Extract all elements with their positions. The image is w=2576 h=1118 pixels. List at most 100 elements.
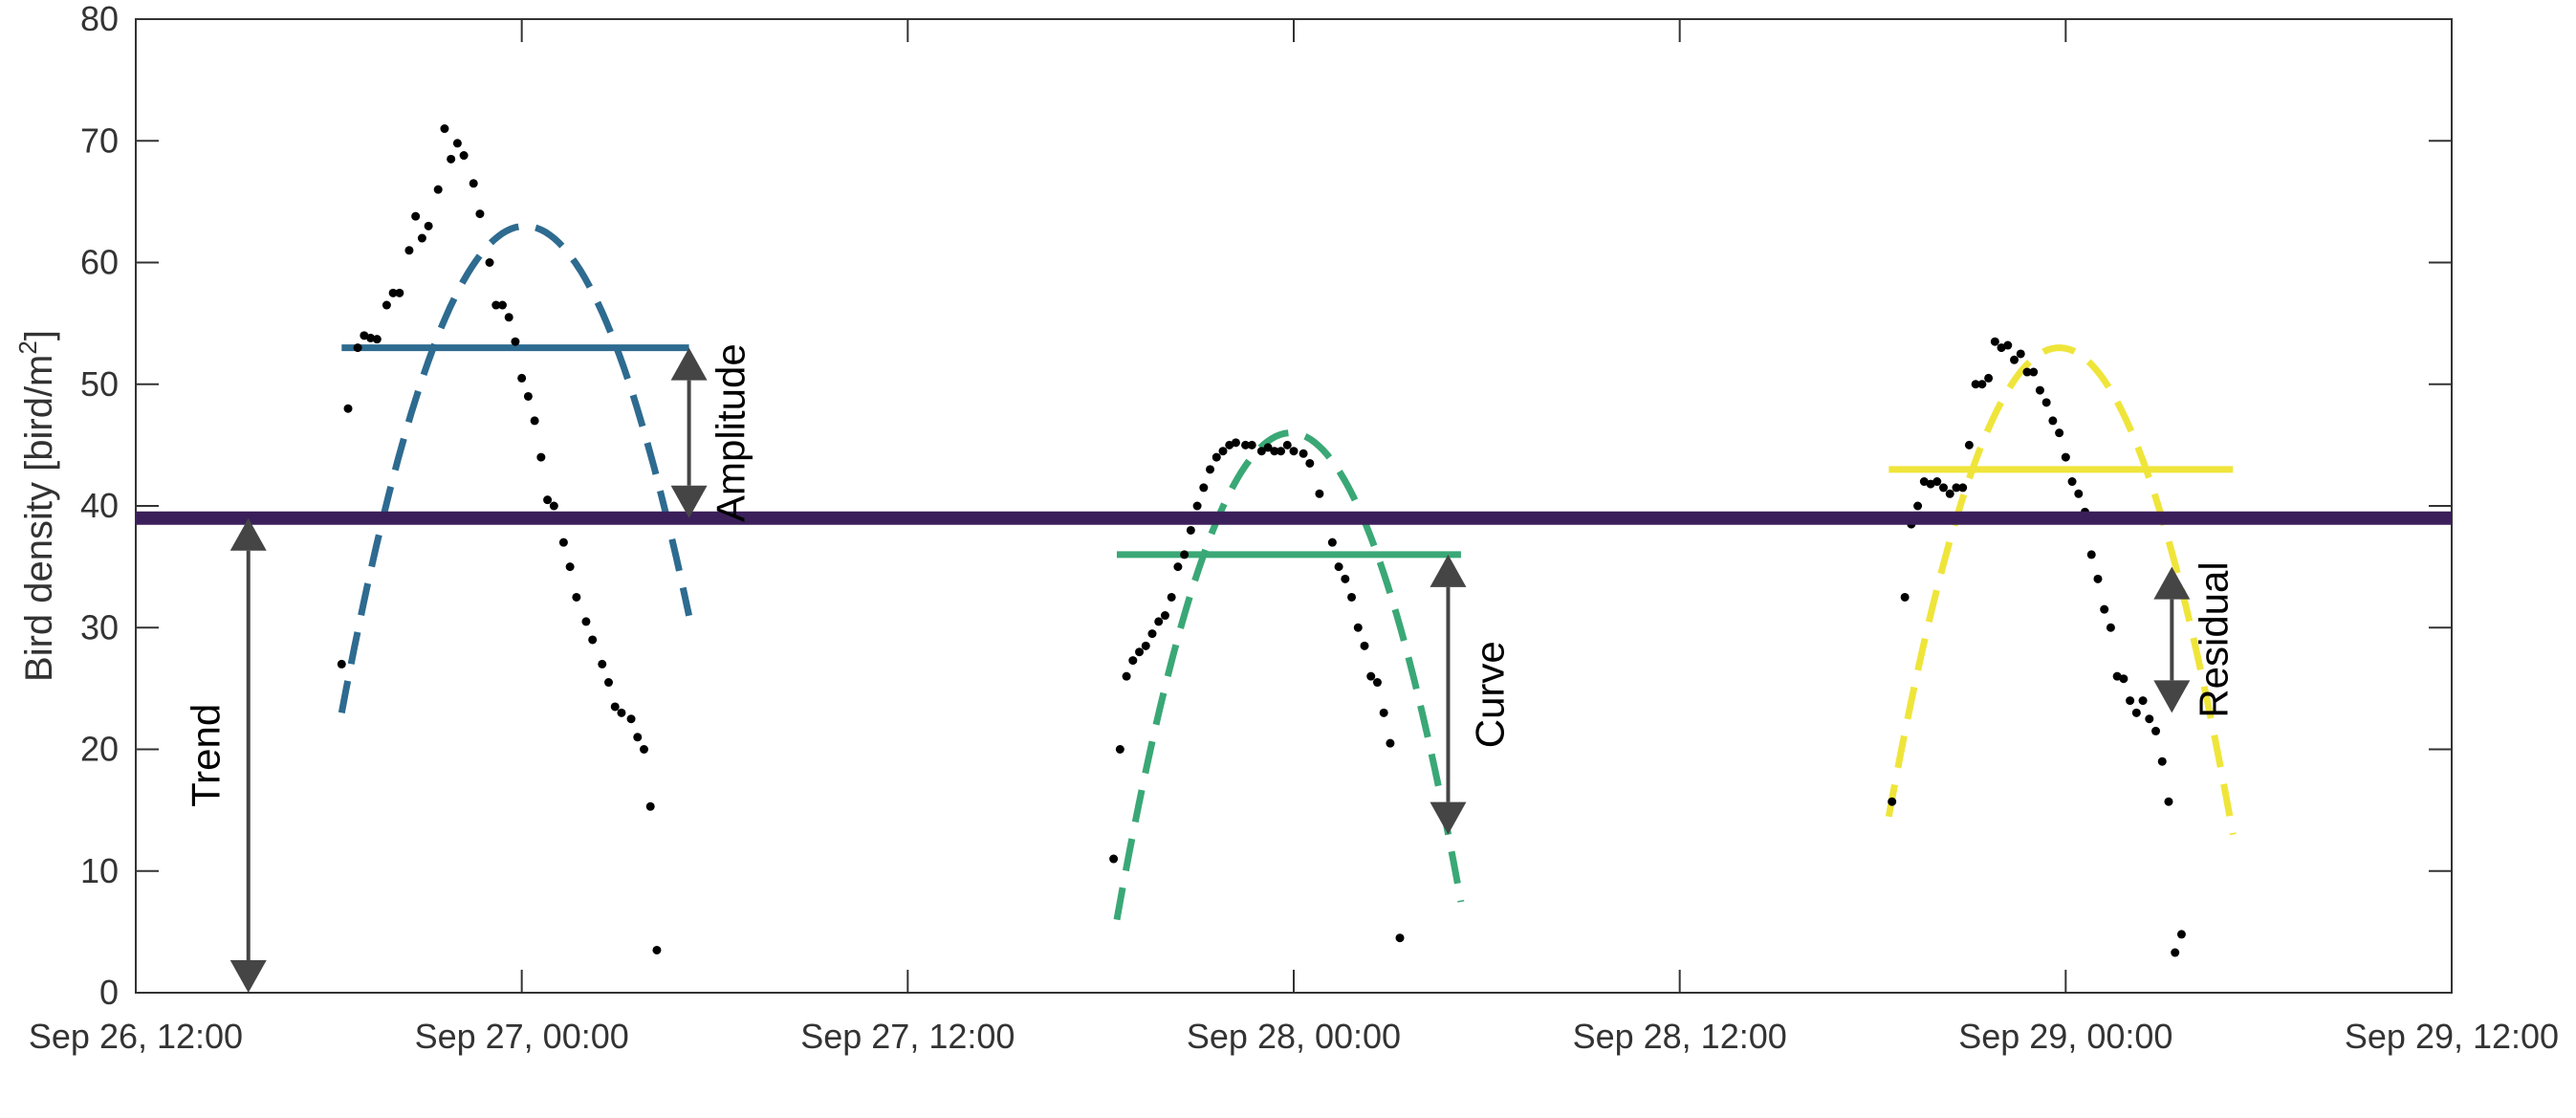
night-2-point [1299,449,1308,458]
y-axis-title: Bird density [bird/m2] [13,330,60,682]
y-tick-label: 20 [80,730,119,769]
night-3-point [1913,501,1923,511]
x-tick-label: Sep 26, 12:00 [29,1017,243,1056]
night-3-curve-line [1885,344,2237,836]
night-2-point [1263,443,1273,452]
y-axis-title-superscript: 2 [13,340,42,354]
night-3-point [2151,726,2161,735]
night-2-point [1206,465,1215,474]
night-3-point [2093,574,2103,583]
night-1-point [581,617,591,626]
night-3-point [2138,696,2148,706]
night-2-point [1360,641,1369,650]
night-2-point [1122,671,1131,681]
night-1-point [572,592,581,602]
y-axis-title-suffix: ] [18,330,60,340]
night-1-point [652,945,662,954]
night-1-point [411,211,421,221]
residual-label: Residual [2191,561,2236,717]
night-2-point [1270,447,1279,456]
night-3-point [2126,696,2135,706]
night-3-point [2106,623,2115,632]
night-3-point [1971,380,1980,389]
night-2-point [1218,447,1228,456]
series-layer [136,124,2452,957]
y-tick-label: 0 [99,973,119,1012]
night-1-point [639,745,648,754]
night-2-point [1212,452,1221,462]
night-1-point [588,635,598,645]
night-1-point [343,404,353,413]
night-2-point [1115,745,1124,754]
x-axis: Sep 26, 12:00 Sep 27, 00:00 Sep 27, 12:00 S… [29,19,2559,1056]
night-1-point [440,124,449,134]
night-1-point [366,333,376,342]
night-1-curve-line [338,222,693,713]
night-1-point [388,288,398,297]
night-1-point [523,391,533,401]
night-1-point [382,300,391,310]
night-1-point [536,452,546,462]
night-1-point [504,313,513,322]
x-tick-label: Sep 27, 00:00 [415,1017,629,1056]
night-3-point [2145,714,2154,724]
night-2-point [1128,656,1138,666]
night-3-point [1952,483,1961,493]
night-2-point [1282,440,1292,449]
night-2-point [1167,592,1176,602]
night-1-point [517,373,527,383]
night-2-point [1192,501,1202,511]
night-3-point [2035,385,2044,395]
night-2-point [1147,629,1157,639]
night-1-point [558,537,568,547]
night-3-point [1990,337,1999,346]
night-3-point [2003,340,2013,350]
x-tick-label: Sep 29, 00:00 [1958,1017,2172,1056]
night-2-point [1109,854,1119,864]
x-tick-label: Sep 29, 12:00 [2345,1017,2559,1056]
night-3-point [2061,452,2070,462]
trend-label: Trend [184,704,229,807]
night-1-point [353,343,362,353]
night-2-point [1347,592,1357,602]
night-2-point [1199,483,1209,493]
night-1-point [452,139,462,148]
night-3-point [2041,398,2051,407]
night-2-point [1341,574,1350,583]
night-3-point [2055,428,2064,438]
night-3-point [2171,948,2180,957]
plot-area-frame [135,18,2453,994]
night-1-point [372,335,382,344]
curve-label: Curve [1467,641,1512,748]
night-2-point [1160,611,1169,621]
night-2-point [1256,447,1266,456]
night-1-point [603,678,613,688]
night-1-point [610,702,620,712]
night-1-point [617,708,626,717]
night-2-point [1154,617,1164,626]
night-1-point [469,179,478,188]
night-2-point [1366,671,1376,681]
night-2-point [1379,708,1388,717]
night-2-point [1180,550,1190,559]
y-tick-label: 80 [80,0,119,38]
night-1-point [475,209,485,219]
night-2-point [1173,562,1183,572]
night-3-point [2029,367,2039,377]
night-3-point [1958,483,1968,493]
night-1-point [645,801,655,811]
night-3-point [2119,674,2128,684]
trend-arrow-head-down [229,960,267,993]
y-tick-label: 60 [80,243,119,282]
amplitude-arrow-head-up [670,347,708,381]
y-tick-label: 40 [80,486,119,525]
night-2-point [1141,641,1150,650]
night-1-point [549,501,558,511]
night-1-point [447,154,456,164]
night-3-point [1964,440,1974,449]
residual-arrow-head-up [2153,566,2191,600]
night-3-point [1984,373,1994,383]
amplitude-arrow-head-down [670,485,708,518]
night-1-point [404,246,414,255]
